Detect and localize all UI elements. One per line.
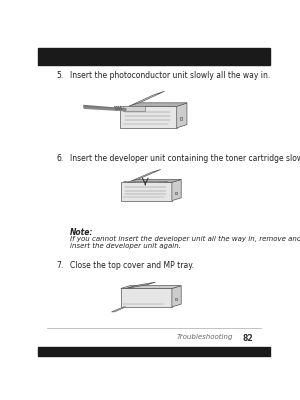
Text: 5.: 5.	[56, 71, 63, 80]
Polygon shape	[128, 179, 181, 182]
Polygon shape	[121, 286, 181, 288]
Polygon shape	[177, 103, 187, 128]
Polygon shape	[112, 307, 126, 312]
Bar	[38, 347, 270, 356]
Bar	[38, 48, 270, 65]
Polygon shape	[129, 91, 164, 106]
Bar	[121, 182, 172, 201]
Bar	[175, 298, 176, 300]
Text: 7.: 7.	[56, 260, 63, 270]
Bar	[180, 118, 182, 120]
Polygon shape	[172, 179, 181, 201]
Bar	[175, 192, 176, 194]
Text: Insert the developer unit containing the toner cartridge slowly all the way in.: Insert the developer unit containing the…	[70, 154, 300, 163]
Polygon shape	[128, 179, 181, 182]
Text: Note:: Note:	[70, 228, 93, 237]
Text: 6.: 6.	[56, 154, 63, 163]
Text: Close the top cover and MP tray.: Close the top cover and MP tray.	[70, 260, 194, 270]
Text: 82: 82	[242, 334, 253, 343]
Text: If you cannot insert the developer unit all the way in, remove and insert the ph: If you cannot insert the developer unit …	[70, 236, 300, 249]
Polygon shape	[129, 103, 187, 106]
Polygon shape	[172, 286, 181, 307]
Polygon shape	[129, 103, 187, 106]
Polygon shape	[126, 282, 156, 288]
Bar	[121, 106, 177, 128]
Polygon shape	[128, 170, 161, 182]
Text: Insert the photoconductor unit slowly all the way in.: Insert the photoconductor unit slowly al…	[70, 71, 270, 80]
Polygon shape	[123, 106, 145, 111]
Bar	[121, 288, 172, 307]
Text: Troubleshooting: Troubleshooting	[177, 334, 233, 340]
